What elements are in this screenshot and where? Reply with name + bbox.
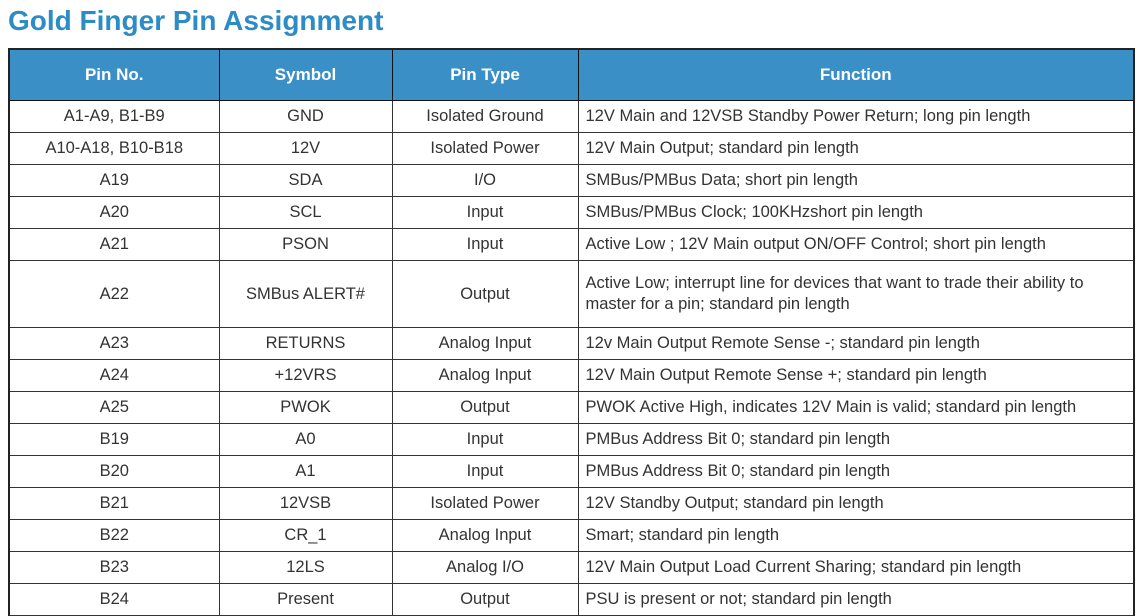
table-row: A24 +12VRS Analog Input 12V Main Output Rem… [8,359,1135,392]
pin-no-cell: A20 [8,196,220,229]
pin-no-cell: A1-A9, B1-B9 [8,100,220,133]
pin-no-cell: B20 [8,455,220,488]
symbol-cell: 12LS [218,551,393,584]
function-cell: PSU is present or not; standard pin leng… [577,583,1135,616]
pin-no-cell: B22 [8,519,220,552]
function-cell: Active Low; interrupt line for devices t… [577,260,1135,328]
function-cell: 12V Main and 12VSB Standby Power Return;… [577,100,1135,133]
pin-no-cell: B19 [8,423,220,456]
symbol-cell: SDA [218,164,393,197]
symbol-cell: Present [218,583,393,616]
column-header-symbol: Symbol [218,48,393,101]
page-title: Gold Finger Pin Assignment [8,5,384,36]
symbol-cell: SCL [218,196,393,229]
function-cell: PMBus Address Bit 0; standard pin length [577,423,1135,456]
pin-no-cell: A19 [8,164,220,197]
table-row: A22 SMBus ALERT# Output Active Low; interru… [8,260,1135,328]
pin-type-cell: Input [391,196,579,229]
pin-no-cell: A23 [8,327,220,360]
table-row: B23 12LS Analog I/O 12V Main Output Load Cu… [8,551,1135,584]
pin-no-cell: B21 [8,487,220,520]
table-row: A21 PSON Input Active Low ; 12V Main output… [8,228,1135,261]
column-header-function: Function [577,48,1135,101]
function-cell: 12V Main Output Remote Sense +; standard… [577,359,1135,392]
function-cell: SMBus/PMBus Data; short pin length [577,164,1135,197]
function-cell: PMBus Address Bit 0; standard pin length [577,455,1135,488]
pin-type-cell: Isolated Ground [391,100,579,133]
pin-no-cell: B23 [8,551,220,584]
symbol-cell: PWOK [218,391,393,424]
pin-type-cell: Input [391,455,579,488]
function-cell: SMBus/PMBus Clock; 100KHzshort pin lengt… [577,196,1135,229]
table-row: B19 A0 Input PMBus Address Bit 0; standard … [8,423,1135,456]
pin-type-cell: Input [391,423,579,456]
pin-type-cell: Output [391,260,579,328]
function-cell: 12v Main Output Remote Sense -; standard… [577,327,1135,360]
table-row: B22 CR_1 Analog Input Smart; standard pin l… [8,519,1135,552]
table-row: A23 RETURNS Analog Input 12v Main Output Re… [8,327,1135,360]
table-row: A25 PWOK Output PWOK Active High, indicates… [8,391,1135,424]
function-cell: PWOK Active High, indicates 12V Main is … [577,391,1135,424]
pin-type-cell: Output [391,583,579,616]
pin-type-cell: Output [391,391,579,424]
pin-no-cell: B24 [8,583,220,616]
pin-no-cell: A10-A18, B10-B18 [8,132,220,165]
pin-no-cell: A21 [8,228,220,261]
pin-type-cell: Isolated Power [391,487,579,520]
pin-type-cell: Analog Input [391,327,579,360]
symbol-cell: 12V [218,132,393,165]
function-cell: 12V Standby Output; standard pin length [577,487,1135,520]
symbol-cell: CR_1 [218,519,393,552]
function-cell: 12V Main Output Load Current Sharing; st… [577,551,1135,584]
pin-no-cell: A24 [8,359,220,392]
table-body: A1-A9, B1-B9 GND Isolated Ground 12V Main a… [8,100,1135,616]
symbol-cell: 12VSB [218,487,393,520]
pin-assignment-table: Pin No. Symbol Pin Type Function A1-A9, … [8,48,1135,616]
symbol-cell: PSON [218,228,393,261]
symbol-cell: A0 [218,423,393,456]
table-row: A20 SCL Input SMBus/PMBus Clock; 100KHzshor… [8,196,1135,229]
symbol-cell: SMBus ALERT# [218,260,393,328]
pin-type-cell: Input [391,228,579,261]
table-header-row: Pin No. Symbol Pin Type Function [8,48,1135,101]
pin-type-cell: Analog Input [391,519,579,552]
table-row: B20 A1 Input PMBus Address Bit 0; standard … [8,455,1135,488]
pin-type-cell: I/O [391,164,579,197]
function-cell: 12V Main Output; standard pin length [577,132,1135,165]
column-header-pin-no: Pin No. [8,48,220,101]
pin-no-cell: A22 [8,260,220,328]
pin-no-cell: A25 [8,391,220,424]
column-header-pin-type: Pin Type [391,48,579,101]
function-cell: Smart; standard pin length [577,519,1135,552]
pin-type-cell: Analog I/O [391,551,579,584]
table-row: A1-A9, B1-B9 GND Isolated Ground 12V Main a… [8,100,1135,133]
table-row: B24 Present Output PSU is present or not; s… [8,583,1135,616]
function-cell: Active Low ; 12V Main output ON/OFF Cont… [577,228,1135,261]
symbol-cell: +12VRS [218,359,393,392]
pin-type-cell: Analog Input [391,359,579,392]
symbol-cell: RETURNS [218,327,393,360]
table-row: B21 12VSB Isolated Power 12V Standby Output… [8,487,1135,520]
table-row: A19 SDA I/O SMBus/PMBus Data; short pin len… [8,164,1135,197]
symbol-cell: A1 [218,455,393,488]
pin-type-cell: Isolated Power [391,132,579,165]
symbol-cell: GND [218,100,393,133]
table-row: A10-A18, B10-B18 12V Isolated Power 12V Mai… [8,132,1135,165]
